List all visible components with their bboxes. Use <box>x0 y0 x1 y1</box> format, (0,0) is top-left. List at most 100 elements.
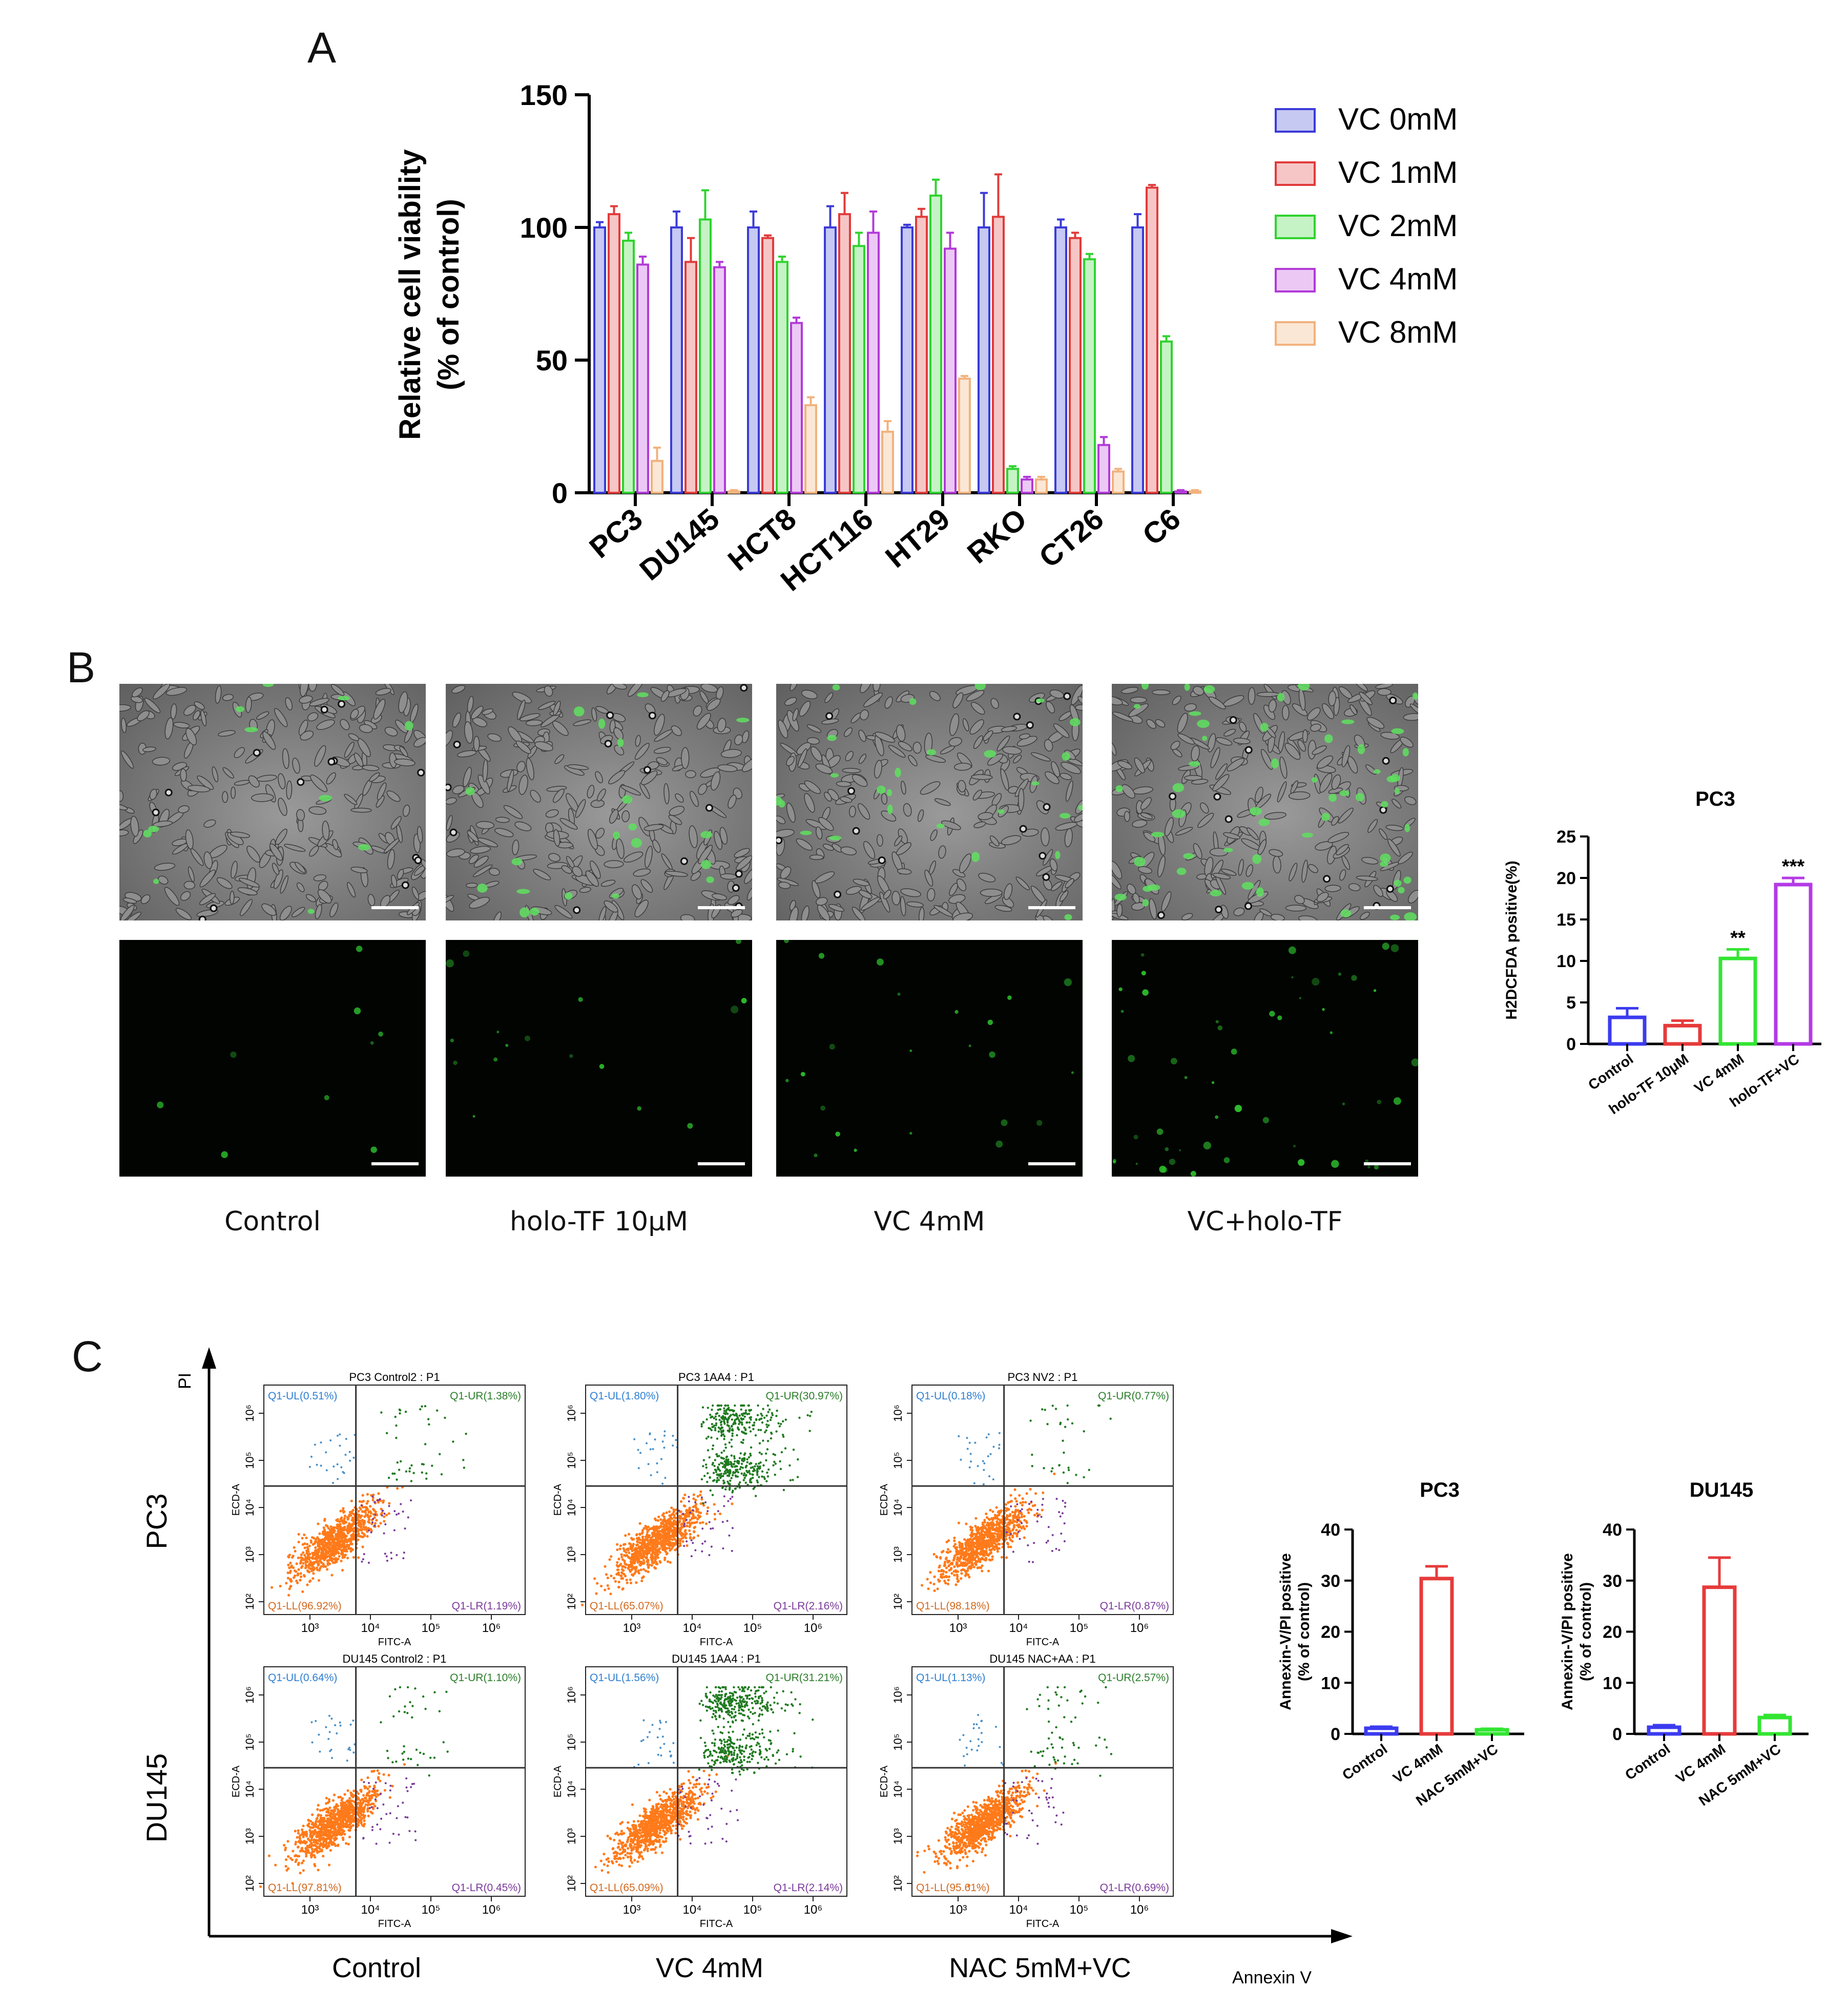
scatter-point <box>740 1408 742 1411</box>
scatter-point <box>972 1550 975 1554</box>
scatter-point <box>625 1578 628 1582</box>
scatter-point <box>663 1536 667 1539</box>
scatter-point <box>792 1479 794 1481</box>
cell <box>310 774 328 792</box>
cell <box>959 853 972 873</box>
scatter-point <box>711 1408 713 1411</box>
scatter-point <box>346 1557 349 1560</box>
scatter-point <box>980 1534 984 1537</box>
scatter-point <box>1033 1514 1036 1517</box>
scatter-point <box>624 1534 627 1537</box>
scatter-point <box>755 1463 757 1465</box>
cell <box>579 887 591 893</box>
scatter-point <box>391 1472 394 1475</box>
green-cell <box>465 787 475 795</box>
legend-swatch <box>1275 161 1316 186</box>
scatter-point <box>633 1572 636 1575</box>
scatter-point <box>595 1592 598 1595</box>
scatter-point <box>637 1557 640 1560</box>
round-cell <box>401 881 409 889</box>
cell <box>609 809 619 824</box>
scatter-point <box>953 1554 957 1558</box>
scatter-point <box>714 1429 717 1432</box>
scatter-point <box>373 1524 376 1527</box>
scatter-point <box>368 1518 371 1521</box>
cell <box>996 735 1010 751</box>
scatter-point <box>640 1561 643 1564</box>
scatter-point <box>462 1459 465 1461</box>
cell <box>929 691 941 701</box>
scatter-point <box>349 1524 352 1527</box>
scatter-point <box>352 1556 355 1559</box>
scatter-point <box>665 1547 669 1550</box>
bar <box>1663 1023 1702 1046</box>
scatter-point <box>796 1476 799 1478</box>
cell <box>315 904 322 919</box>
green-cell <box>613 831 620 840</box>
cell <box>971 774 993 780</box>
scatter-point <box>1009 1494 1012 1497</box>
cell <box>1043 915 1053 920</box>
fluorescent-spot <box>1140 953 1145 957</box>
scatter-point <box>748 1421 751 1424</box>
fluorescent-spot <box>1133 1135 1138 1140</box>
y-tick-label: 10⁵ <box>243 1452 256 1469</box>
green-cell <box>701 860 712 869</box>
scatter-point <box>1015 1521 1019 1524</box>
scatter-point <box>672 1512 675 1515</box>
scatter-point <box>345 1538 348 1541</box>
scatter-point <box>1001 1521 1004 1524</box>
scatter-point <box>616 1548 619 1552</box>
scatter-point <box>384 1523 387 1525</box>
cell-texture <box>776 684 1083 920</box>
scatter-point <box>947 1575 951 1578</box>
scatter-point <box>349 1549 352 1553</box>
scatter-point <box>308 1465 311 1468</box>
scatter-point <box>320 1561 323 1564</box>
green-cell <box>1252 854 1262 864</box>
scatter-point <box>624 1562 627 1565</box>
cell <box>1175 827 1193 836</box>
scatter-point <box>647 1570 650 1574</box>
scatter-point <box>683 1545 686 1547</box>
cell <box>1312 745 1327 755</box>
green-cell <box>519 907 530 918</box>
cell <box>858 753 866 764</box>
fluorescent-spot <box>1112 1159 1116 1163</box>
cell <box>180 768 187 782</box>
green-cell <box>1189 761 1200 767</box>
scatter-point <box>969 1528 972 1531</box>
scatter-point <box>712 1426 714 1429</box>
scatter-point <box>383 1515 386 1518</box>
cell <box>696 713 711 730</box>
scatter-point <box>367 1526 370 1530</box>
scatter-point <box>341 1539 344 1542</box>
scatter-point <box>972 1565 975 1568</box>
cell <box>852 907 866 920</box>
scatter-point <box>724 1447 727 1449</box>
scatter-point <box>651 1543 654 1546</box>
scatter-point <box>714 1459 716 1461</box>
scatter-point <box>1033 1504 1036 1507</box>
scatter-point <box>673 1528 676 1531</box>
cell <box>1130 697 1147 704</box>
scatter-point <box>630 1545 633 1548</box>
scatter-point <box>1011 1511 1014 1514</box>
cell <box>1146 719 1156 729</box>
round-cell <box>825 712 834 720</box>
scatter-point <box>949 1550 952 1553</box>
green-cell <box>148 826 159 832</box>
scatter-point <box>686 1544 689 1547</box>
cell <box>516 761 526 772</box>
cell <box>467 696 474 713</box>
scatter-point <box>956 1577 959 1580</box>
scale-bar <box>1028 906 1075 909</box>
scatter-point <box>313 1553 316 1556</box>
cell <box>295 862 306 873</box>
scatter-point <box>754 1465 756 1468</box>
scatter-point <box>718 1404 721 1407</box>
scatter-point <box>702 1502 704 1505</box>
scatter-point <box>325 1451 327 1454</box>
quadrant-ll-label: Q1-LL(65.07%) <box>590 1600 663 1612</box>
y-axis-label: ECD-A <box>231 1483 242 1516</box>
